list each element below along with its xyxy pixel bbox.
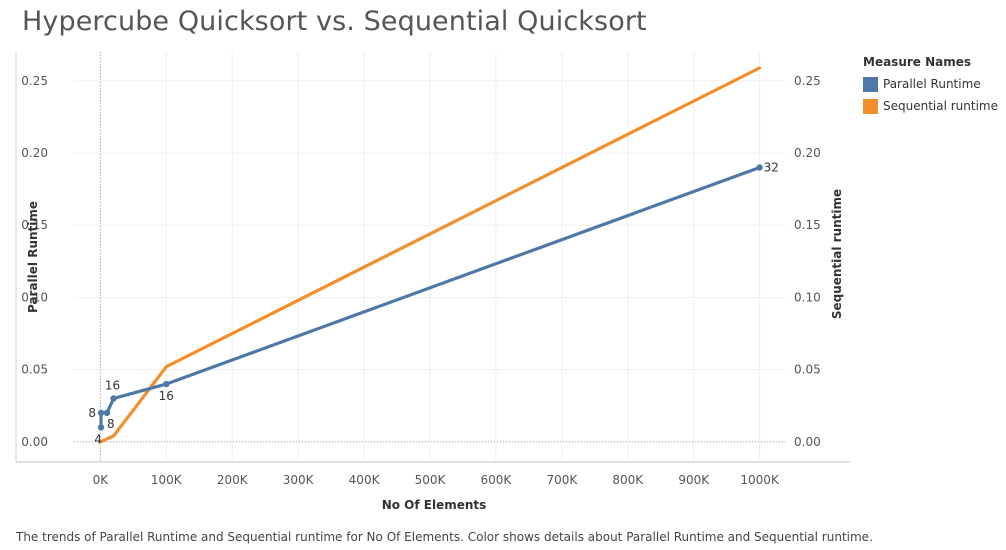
x-tick-label: 100K: [151, 473, 183, 487]
x-tick-label: 700K: [546, 473, 578, 487]
legend-label-parallel: Parallel Runtime: [883, 77, 981, 91]
data-point-parallel: [97, 424, 105, 431]
y-tick-label-left: 0.15: [21, 218, 48, 232]
y-axis-title-right: Sequential runtime: [830, 189, 844, 319]
y-tick-label-right: 0.10: [794, 290, 821, 304]
y-tick-label-left: 0.25: [21, 74, 48, 88]
y-tick-label-left: 0.05: [21, 363, 48, 377]
x-tick-label: 400K: [349, 473, 381, 487]
x-axis-title: No Of Elements: [382, 498, 487, 512]
y-tick-label-right: 0.15: [794, 218, 821, 232]
data-point-parallel: [756, 164, 763, 171]
data-label-parallel: 4: [94, 432, 102, 446]
x-tick-label: 900K: [678, 473, 710, 487]
x-tick-label: 1000K: [740, 473, 780, 487]
y-axis-title-left: Parallel Runtime: [26, 201, 40, 313]
x-tick-label: 0K: [93, 473, 110, 487]
legend-item-parallel[interactable]: Parallel Runtime: [863, 73, 998, 95]
y-tick-label-left: 0.20: [21, 146, 48, 160]
legend: Measure Names Parallel Runtime Sequentia…: [863, 55, 998, 117]
legend-label-sequential: Sequential runtime: [883, 99, 999, 113]
y-tick-label-right: 0.05: [794, 363, 821, 377]
data-label-parallel: 32: [764, 160, 779, 174]
y-tick-label-left: 0.10: [21, 290, 48, 304]
data-label-parallel: 16: [105, 378, 120, 392]
legend-item-sequential[interactable]: Sequential runtime: [863, 95, 998, 117]
x-tick-label: 800K: [612, 473, 644, 487]
legend-swatch-parallel: [863, 76, 878, 92]
data-label-parallel: 8: [88, 406, 96, 420]
y-tick-label-right: 0.20: [794, 146, 821, 160]
data-point-parallel: [97, 409, 105, 417]
data-point-parallel: [163, 380, 170, 388]
data-point-parallel: [103, 409, 111, 417]
data-label-parallel: 8: [107, 417, 115, 431]
chart-title: Hypercube Quicksort vs. Sequential Quick…: [22, 6, 647, 37]
y-tick-label-left: 0.00: [21, 435, 48, 449]
x-tick-label: 500K: [415, 473, 447, 487]
data-label-parallel: 16: [159, 389, 174, 403]
legend-swatch-sequential: [863, 98, 878, 114]
y-tick-label-right: 0.00: [794, 435, 821, 449]
x-tick-label: 600K: [481, 473, 513, 487]
x-tick-label: 300K: [283, 473, 315, 487]
series-line-sequential: [99, 66, 762, 444]
data-point-parallel: [110, 395, 117, 402]
y-tick-label-right: 0.25: [794, 74, 821, 88]
legend-title: Measure Names: [863, 55, 972, 69]
chart-caption: The trends of Parallel Runtime and Seque…: [16, 530, 873, 544]
x-tick-label: 200K: [217, 473, 249, 487]
